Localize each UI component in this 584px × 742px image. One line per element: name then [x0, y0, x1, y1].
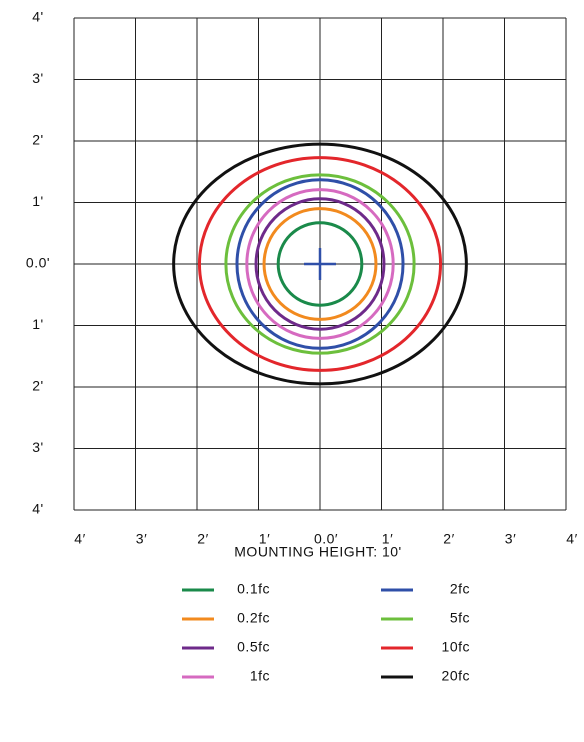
- y-tick-label: 1': [32, 193, 43, 209]
- x-tick-label: 4′: [74, 531, 85, 547]
- contour: [262, 207, 378, 321]
- legend-label: 0.1fc: [237, 581, 270, 597]
- y-tick-label: 4': [32, 501, 43, 517]
- x-tick-label: 1′: [259, 531, 270, 547]
- y-tick-label: 3': [32, 439, 43, 455]
- x-tick-label: 0.0′: [314, 531, 338, 547]
- y-tick-label: 4': [32, 9, 43, 25]
- y-tick-label: 0.0': [26, 255, 50, 271]
- x-tick-label: 2′: [443, 531, 454, 547]
- x-tick-label: 4′: [566, 531, 577, 547]
- contour: [197, 156, 443, 372]
- x-tick-label: 3′: [505, 531, 516, 547]
- y-tick-label: 2': [32, 132, 43, 148]
- legend-label: 10fc: [442, 639, 470, 655]
- x-tick-label: 1′: [382, 531, 393, 547]
- contour: [235, 178, 405, 350]
- legend-label: 1fc: [250, 668, 270, 684]
- x-tick-label: 3′: [136, 531, 147, 547]
- annotation: MOUNTING HEIGHT: 10': [234, 544, 401, 560]
- legend-label: 0.2fc: [237, 610, 270, 626]
- legend-label: 20fc: [442, 668, 470, 684]
- y-tick-label: 3': [32, 70, 43, 86]
- contour: [276, 221, 364, 307]
- y-tick-label: 2': [32, 378, 43, 394]
- contour: [245, 188, 395, 340]
- legend-label: 5fc: [450, 610, 470, 626]
- x-tick-label: 2′: [197, 531, 208, 547]
- legend-label: 0.5fc: [237, 639, 270, 655]
- contour: [172, 142, 468, 386]
- contour: [254, 197, 386, 331]
- contour: [224, 173, 416, 355]
- y-tick-label: 1': [32, 316, 43, 332]
- legend-label: 2fc: [450, 581, 470, 597]
